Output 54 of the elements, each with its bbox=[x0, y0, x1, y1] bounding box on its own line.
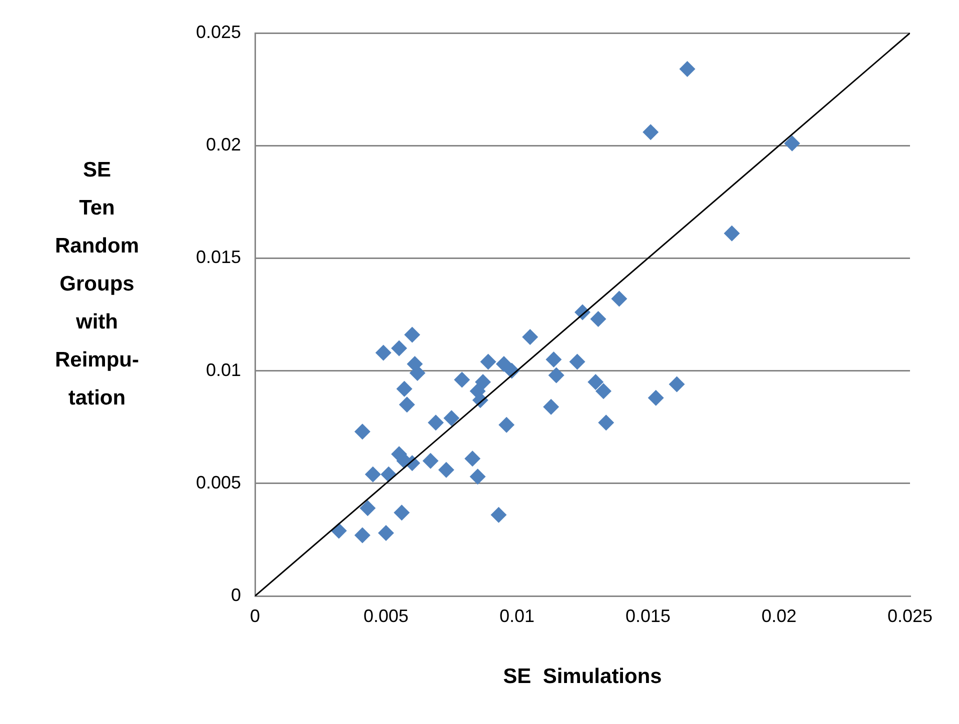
point bbox=[438, 462, 454, 478]
point bbox=[668, 376, 685, 392]
point bbox=[546, 352, 562, 368]
point bbox=[611, 290, 628, 307]
point bbox=[784, 135, 800, 152]
point bbox=[548, 367, 564, 384]
y-tick-label: 0.005 bbox=[196, 472, 241, 492]
point bbox=[590, 311, 606, 328]
point bbox=[588, 374, 604, 390]
point bbox=[598, 414, 614, 431]
y-tick-label: 0.015 bbox=[196, 247, 241, 268]
point bbox=[360, 500, 376, 516]
point bbox=[480, 354, 496, 370]
point bbox=[409, 365, 426, 382]
point bbox=[474, 374, 491, 390]
point bbox=[648, 390, 664, 406]
y-tick-label: 0.02 bbox=[206, 134, 241, 155]
y-tick-label: 0.01 bbox=[206, 360, 241, 380]
point bbox=[354, 424, 370, 440]
point bbox=[522, 329, 538, 346]
point bbox=[464, 450, 480, 467]
point bbox=[679, 61, 696, 78]
point bbox=[595, 383, 612, 400]
x-tick-label: 0.005 bbox=[363, 606, 409, 626]
point bbox=[394, 504, 410, 521]
y-tick-label: 0 bbox=[230, 584, 241, 605]
point bbox=[428, 414, 444, 431]
point bbox=[496, 356, 512, 372]
x-tick-label: 0 bbox=[250, 606, 260, 626]
point bbox=[498, 416, 515, 433]
point bbox=[422, 452, 439, 469]
y-axis-title: SE Ten Random Groups with Reimpu- tation bbox=[55, 158, 140, 410]
x-tick-label: 0.025 bbox=[887, 606, 933, 626]
y-tick-label: 0.025 bbox=[196, 22, 241, 42]
point bbox=[404, 326, 420, 343]
point bbox=[490, 506, 507, 523]
point bbox=[470, 468, 486, 485]
point bbox=[375, 344, 392, 361]
x-tick-label: 0.02 bbox=[761, 606, 797, 626]
point bbox=[642, 124, 659, 140]
point bbox=[364, 466, 381, 482]
point bbox=[724, 225, 740, 242]
point bbox=[398, 396, 415, 413]
point bbox=[354, 527, 370, 544]
point bbox=[378, 524, 394, 541]
x-tick-label: 0.015 bbox=[625, 606, 671, 626]
x-tick-label: 0.01 bbox=[499, 606, 535, 626]
point bbox=[444, 410, 460, 426]
point bbox=[391, 340, 408, 356]
point bbox=[543, 398, 560, 415]
point bbox=[569, 354, 586, 370]
x-axis-title: SE Simulations bbox=[503, 665, 662, 688]
point bbox=[396, 380, 412, 397]
point bbox=[454, 372, 470, 388]
